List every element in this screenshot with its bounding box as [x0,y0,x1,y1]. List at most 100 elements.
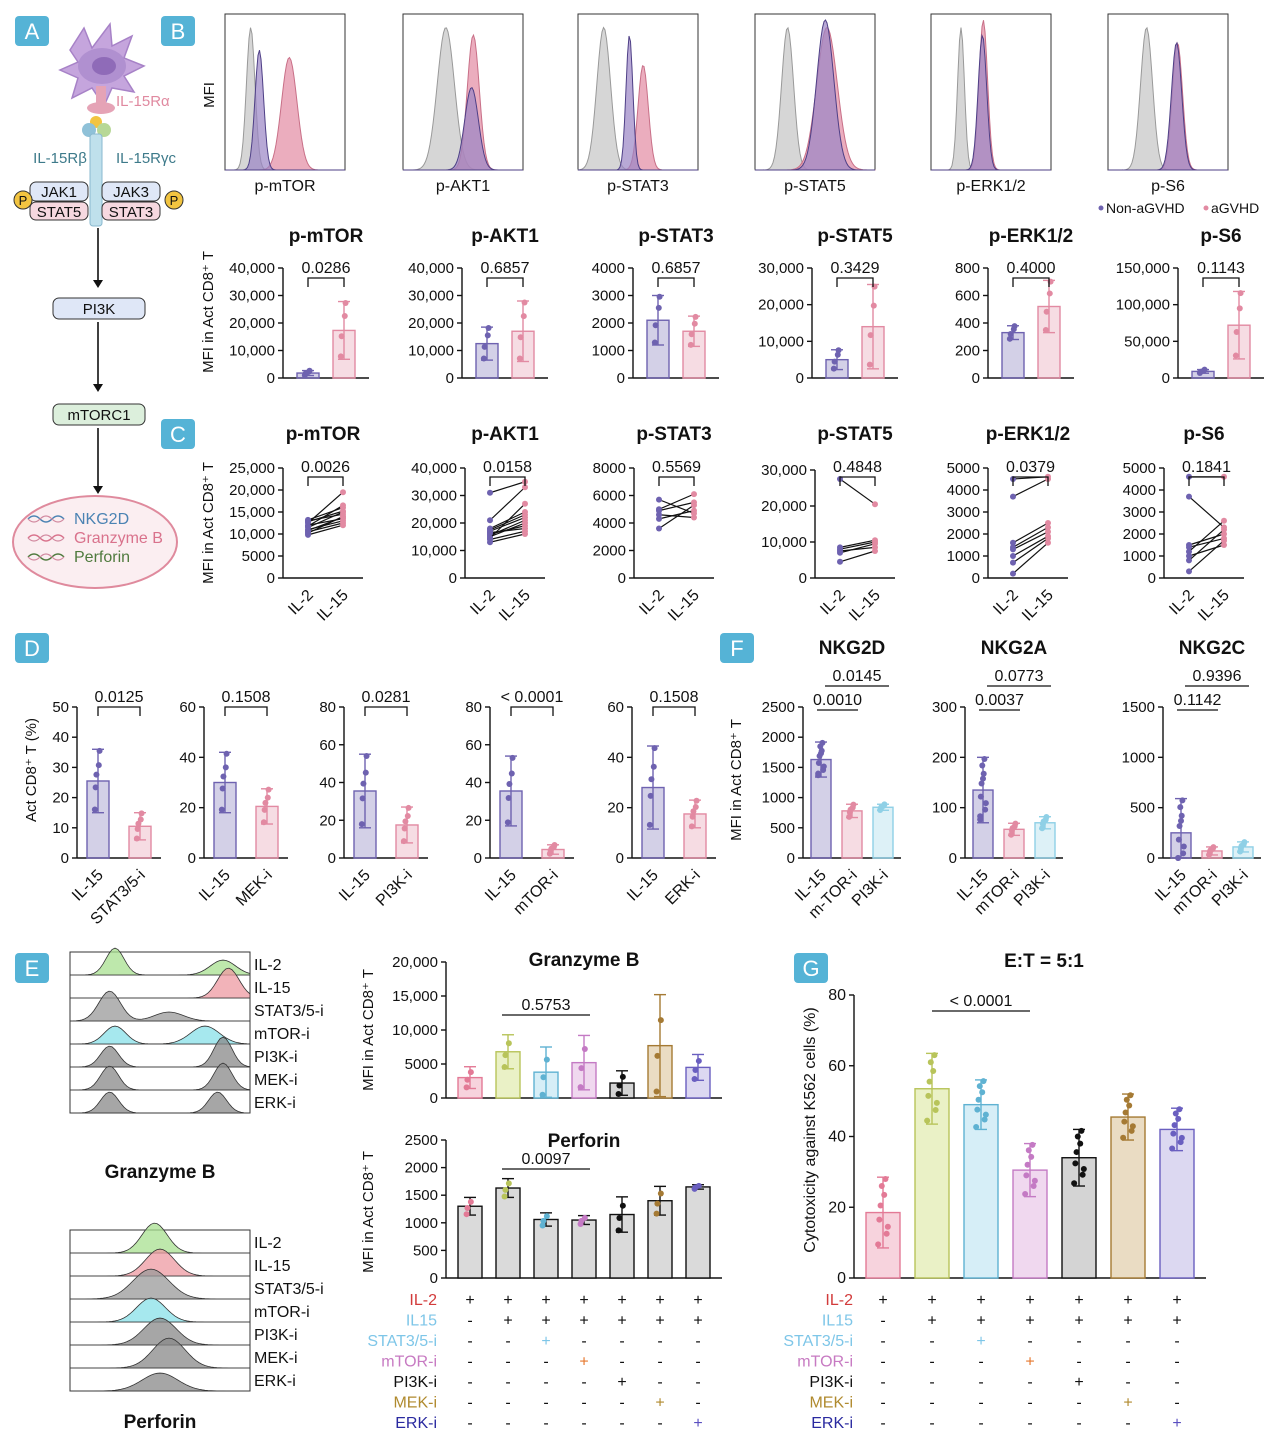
matrix-symbol: + [1025,1313,1034,1330]
non-agvhd-peak [1108,41,1228,171]
matrix-symbol: - [1125,1374,1130,1391]
pair-line [1188,496,1225,528]
data-point [830,365,837,372]
matrix-symbol: - [657,1374,662,1391]
data-point [878,1183,885,1190]
y-tick-label: 40,000 [408,260,454,277]
y-tick-label: 40,000 [411,460,457,477]
chart-F-NKG2D: 05001000150020002500IL-15m-TOR-iPI3K-iNK… [762,638,901,922]
data-point [508,770,515,777]
data-point [405,804,412,811]
data-point [522,525,528,532]
gene-label: Granzyme B [74,530,163,547]
data-point [360,780,367,787]
y-tick-label: 200 [932,749,957,766]
data-point [138,810,145,817]
data-point [504,819,511,826]
data-point [981,1116,988,1123]
data-point [359,795,366,802]
y-tick-label: 10,000 [229,343,275,360]
data-point [655,304,662,311]
y-tick-label: 20,000 [758,297,804,314]
data-point [693,797,700,804]
bar [963,1103,999,1279]
y-tick-label: 0 [787,850,795,867]
matrix-row-label: MEK-i [393,1395,437,1412]
p-value-label: 0.0281 [362,689,411,706]
significance-bracket [486,277,524,287]
y-tick-label: 2000 [405,1160,438,1177]
y-tick-label: 0 [328,850,336,867]
histogram-p-ERK1/2: p-ERK1/2 [930,13,1052,195]
y-tick-label: 0 [837,1270,846,1287]
data-point [978,780,985,787]
y-tick-label: 0 [188,850,196,867]
data-point [1025,1147,1032,1154]
data-point [260,819,267,826]
data-point [980,770,987,777]
pi3k-label: PI3K [83,301,116,318]
hist-ylabel: MFI [201,82,218,108]
y-tick-label: 30,000 [411,488,457,505]
data-point [1006,335,1013,342]
p-value-label: 0.1143 [1197,260,1245,277]
data-point [1028,1153,1035,1160]
data-point [506,781,513,788]
data-point [1126,1102,1133,1109]
data-point [691,491,697,498]
data-point [884,1223,891,1230]
data-point [1121,1118,1128,1125]
matrix-symbol: + [1025,1354,1034,1371]
y-tick-label: 80 [319,699,336,716]
data-point [691,499,697,506]
data-point [615,1091,622,1098]
y-tick-label: 0 [1147,850,1155,867]
matrix-row-label: ERK-i [811,1415,853,1432]
data-point [484,332,491,339]
matrix-symbol: - [657,1354,662,1371]
bar [1110,1116,1146,1279]
pair-line [658,514,695,519]
data-point [1078,1127,1085,1134]
y-tick-label: 4000 [1123,482,1156,499]
matrix-symbol: - [543,1374,548,1391]
y-tick-label: 20 [828,1199,846,1216]
data-point [616,1215,623,1222]
data-point [653,1088,660,1095]
matrix-symbol: - [581,1374,586,1391]
data-point [401,825,408,832]
matrix-symbol: - [619,1354,624,1371]
bar [685,1186,711,1279]
y-tick-label: 30,000 [408,288,454,305]
y-tick-label: 0 [949,850,957,867]
y-tick-label: 1000 [1122,749,1155,766]
matrix-symbol: - [1076,1354,1081,1371]
histogram-xlabel: p-STAT5 [784,178,846,195]
chart-title: p-STAT5 [817,226,893,247]
pair-line [839,539,876,548]
data-point [692,313,699,320]
y-tick-label: 5000 [242,548,275,565]
data-point [502,1052,509,1059]
data-point [695,1057,702,1064]
x-tick-label: PI3K-i [1011,867,1054,910]
panel-badge-C: C [161,419,195,449]
row-label: ERK-i [254,1373,296,1390]
chart-F-NKG2A: 0100200300IL-15mTOR-iPI3K-iNKG2A0.00370.… [932,638,1063,918]
data-point [616,1082,623,1089]
x-tick-label: PI3K-i [1209,867,1252,910]
panel-letter: A [25,19,40,44]
data-point [883,1230,890,1237]
y-tick-label: 20 [607,800,624,817]
chart-title: p-STAT3 [638,226,713,247]
matrix-symbol: + [976,1313,985,1330]
dna-icon [27,553,65,561]
data-point [502,1186,509,1193]
data-point [404,813,411,820]
data-point [1178,812,1185,819]
matrix-symbol: - [657,1415,662,1432]
data-point [517,334,524,341]
data-point [91,806,98,813]
data-point [1073,1149,1080,1156]
